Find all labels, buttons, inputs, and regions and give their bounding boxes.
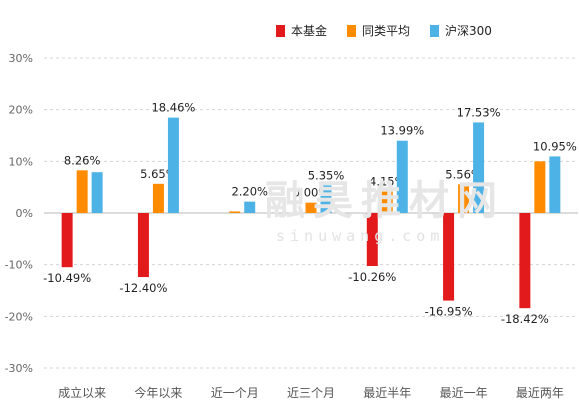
bar	[534, 161, 546, 213]
data-label: 18.46%	[151, 101, 195, 115]
x-tick-label: 最近一年	[440, 386, 488, 400]
x-tick-label: 最近两年	[516, 386, 564, 400]
data-label: 2.20%	[231, 185, 268, 199]
y-tick-label: -30%	[5, 362, 33, 375]
legend-swatch-fund	[276, 24, 285, 37]
bar	[229, 211, 241, 213]
legend-label-csi300: 沪深300	[445, 24, 492, 38]
data-label: 0.00%	[293, 186, 330, 200]
bar	[381, 191, 393, 213]
data-label: 8.26%	[64, 153, 101, 167]
y-tick-label: 10%	[9, 155, 33, 168]
legend-item-peer-average[interactable]: 同类平均	[347, 22, 410, 39]
bar	[244, 201, 256, 213]
x-tick-label: 近三个月	[287, 386, 335, 400]
bar	[473, 122, 485, 213]
bar	[443, 213, 455, 301]
legend: 本基金 同类平均 沪深300	[276, 22, 492, 39]
bar	[76, 170, 88, 213]
data-label: 5.35%	[308, 168, 345, 182]
y-tick-label: 30%	[9, 52, 33, 65]
legend-swatch-peer-average	[347, 24, 357, 37]
x-tick-label: 最近半年	[363, 386, 411, 400]
legend-item-fund[interactable]: 本基金	[276, 22, 327, 39]
bar	[152, 183, 164, 213]
bar	[61, 213, 73, 268]
legend-swatch-csi300	[430, 24, 440, 37]
x-tick-label: 成立以来	[58, 385, 106, 400]
bar	[519, 213, 531, 309]
y-tick-label: 0%	[16, 207, 33, 220]
x-tick-label: 近一个月	[211, 386, 259, 400]
data-label: -12.40%	[119, 281, 167, 295]
data-label: -18.42%	[501, 312, 549, 326]
y-tick-label: 20%	[9, 104, 33, 117]
data-label: 13.99%	[380, 124, 424, 138]
data-label: 4.15%	[369, 175, 406, 189]
x-tick-label: 今年以来	[134, 385, 182, 400]
data-label: 10.95%	[533, 139, 577, 153]
y-tick-label: -20%	[5, 310, 33, 323]
bar	[305, 202, 317, 213]
bar	[366, 213, 378, 267]
data-label: 5.56%	[445, 167, 482, 181]
legend-label-peer-average: 同类平均	[362, 24, 411, 38]
y-tick-label: -10%	[5, 259, 33, 272]
bar	[91, 172, 103, 213]
legend-item-csi300[interactable]: 沪深300	[430, 22, 492, 39]
data-label: -10.49%	[43, 271, 91, 285]
bar	[549, 156, 561, 213]
bar	[458, 184, 470, 213]
data-label: -16.95%	[425, 305, 473, 319]
data-label: 17.53%	[457, 105, 501, 119]
bar	[167, 117, 179, 213]
data-label: -10.26%	[348, 270, 396, 284]
bar	[396, 140, 408, 213]
legend-label-fund: 本基金	[291, 24, 328, 38]
bar	[137, 213, 149, 278]
bar	[320, 185, 332, 213]
data-label: 5.65%	[140, 167, 177, 181]
